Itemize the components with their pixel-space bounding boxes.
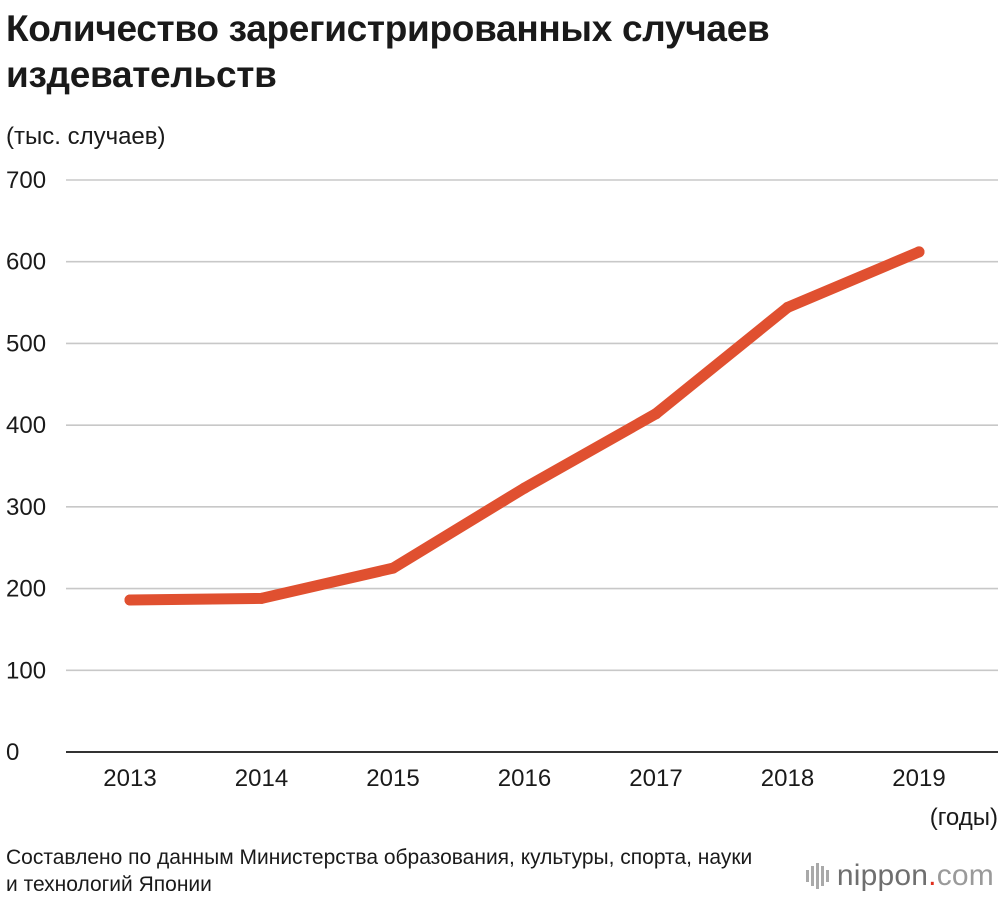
- data-point: [650, 408, 662, 420]
- data-point: [913, 246, 925, 258]
- series-line: [124, 246, 925, 606]
- x-axis-unit-label: (годы): [930, 804, 998, 831]
- x-tick-label: 2017: [629, 765, 682, 792]
- logo-tld: com: [936, 859, 994, 892]
- logo-mark-icon: [805, 863, 829, 889]
- source-note: Составлено по данным Министерства образо…: [6, 846, 753, 896]
- data-point: [519, 482, 530, 494]
- data-point: [782, 301, 793, 313]
- x-tick-label: 2015: [366, 765, 419, 792]
- nippon-logo: nippon. com: [805, 858, 994, 894]
- data-point: [124, 594, 136, 606]
- y-tick-label: 500: [6, 330, 46, 357]
- chart-title: Количество зарегистрированных случаев из…: [6, 8, 770, 95]
- y-tick-label: 200: [6, 576, 46, 603]
- logo-name: nippon: [836, 859, 929, 892]
- x-tick-label: 2019: [892, 765, 945, 792]
- y-axis-unit-label: (тыс. случаев): [6, 123, 166, 150]
- x-tick-label: 2014: [235, 765, 288, 792]
- y-tick-label: 700: [6, 167, 46, 194]
- x-tick-label: 2016: [498, 765, 551, 792]
- y-tick-label: 100: [6, 657, 46, 684]
- data-point: [387, 562, 399, 574]
- y-tick-label: 400: [6, 412, 46, 439]
- y-tick-label: 0: [6, 739, 19, 766]
- x-tick-label: 2018: [761, 765, 814, 792]
- data-point: [256, 592, 267, 604]
- y-tick-label: 300: [6, 494, 46, 521]
- x-tick-label: 2013: [103, 765, 156, 792]
- y-tick-label: 600: [6, 249, 46, 276]
- logo-dot: .: [928, 859, 937, 892]
